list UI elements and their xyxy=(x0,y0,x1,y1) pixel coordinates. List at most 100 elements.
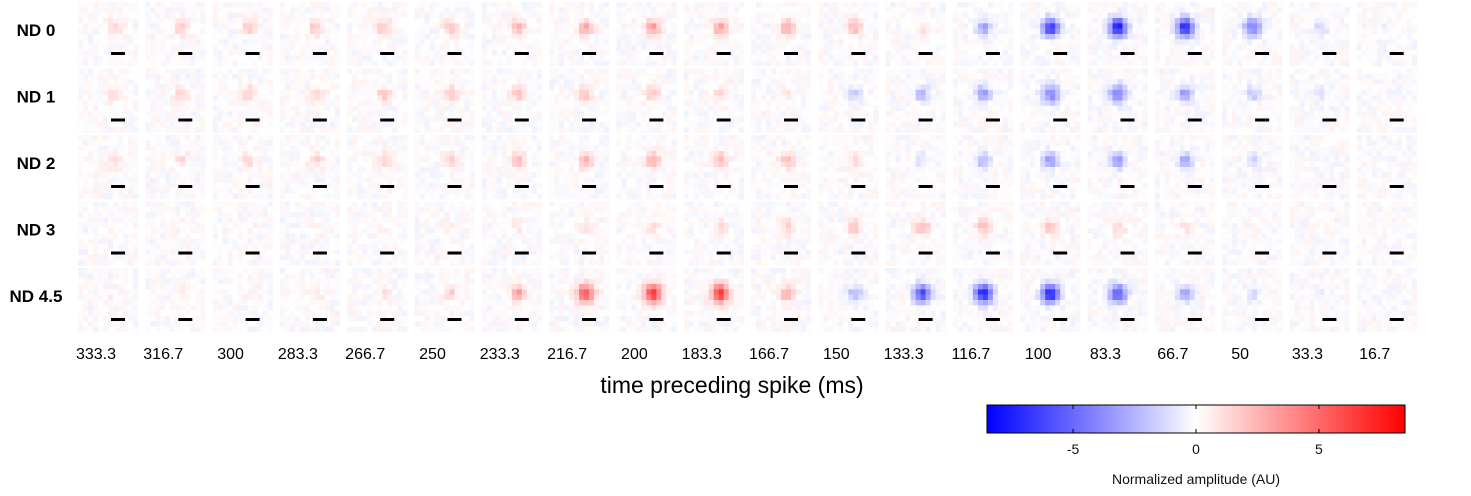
heatmap-cell xyxy=(1367,2,1372,8)
heatmap-cell xyxy=(402,69,407,75)
heatmap-cell xyxy=(522,111,527,117)
heatmap-cell xyxy=(300,7,305,13)
heatmap-cell xyxy=(165,95,170,101)
heatmap-cell xyxy=(300,95,305,101)
heatmap-cell xyxy=(1267,61,1272,67)
heatmap-cell xyxy=(347,79,352,85)
heatmap-cell xyxy=(532,61,537,67)
heatmap-cell xyxy=(335,90,340,96)
heatmap-cell xyxy=(537,111,542,117)
heatmap-cell xyxy=(761,61,766,67)
heatmap-cell xyxy=(470,13,475,19)
heatmap-cell xyxy=(113,127,118,133)
heatmap-cell xyxy=(771,13,776,19)
heatmap-cell xyxy=(1397,61,1402,67)
heatmap-cell xyxy=(1160,18,1165,24)
heatmap-cell xyxy=(921,7,926,13)
heatmap-cell xyxy=(170,85,175,91)
heatmap-cell xyxy=(517,127,522,133)
heatmap-cell xyxy=(584,61,589,67)
heatmap-cell xyxy=(88,95,93,101)
heatmap-cell xyxy=(392,106,397,112)
heatmap-cell xyxy=(145,29,150,35)
heatmap-cell xyxy=(554,34,559,40)
heatmap-cell xyxy=(1314,23,1319,29)
heatmap-cell xyxy=(180,2,185,8)
heatmap-cell xyxy=(185,95,190,101)
heatmap-cell xyxy=(392,23,397,29)
heatmap-cell xyxy=(574,69,579,75)
heatmap-cell xyxy=(1372,50,1377,56)
heatmap-cell xyxy=(636,34,641,40)
heatmap-cell xyxy=(1289,45,1294,51)
heatmap-cell xyxy=(1175,13,1180,19)
heatmap-cell xyxy=(968,2,973,8)
heatmap-cell xyxy=(656,7,661,13)
heatmap-cell xyxy=(1329,13,1334,19)
heatmap-cell xyxy=(517,2,522,8)
heatmap-cell xyxy=(1123,45,1128,51)
heatmap-cell xyxy=(661,23,666,29)
heatmap-cell xyxy=(123,90,128,96)
heatmap-cell xyxy=(415,50,420,56)
heatmap-cell xyxy=(828,55,833,61)
heatmap-cell xyxy=(599,34,604,40)
heatmap-cell xyxy=(584,2,589,8)
heatmap-cell xyxy=(372,2,377,8)
heatmap-cell xyxy=(549,23,554,29)
heatmap-cell xyxy=(218,122,223,128)
heatmap-cell xyxy=(1118,2,1123,8)
heatmap-cell xyxy=(838,13,843,19)
scale-bar xyxy=(919,52,933,55)
heatmap-cell xyxy=(280,45,285,51)
heatmap-cell xyxy=(362,74,367,80)
heatmap-cell xyxy=(532,101,537,107)
heatmap-cell xyxy=(756,18,761,24)
heatmap-cell xyxy=(190,111,195,117)
heatmap-cell xyxy=(771,7,776,13)
heatmap-cell xyxy=(228,74,233,80)
heatmap-cell xyxy=(497,101,502,107)
heatmap-cell xyxy=(1392,61,1397,67)
heatmap-cell xyxy=(263,45,268,51)
heatmap-cell xyxy=(1252,29,1257,35)
heatmap-cell xyxy=(165,23,170,29)
heatmap-cell xyxy=(796,29,801,35)
heatmap-cell xyxy=(589,18,594,24)
heatmap-cell xyxy=(978,45,983,51)
heatmap-cell xyxy=(1407,23,1412,29)
heatmap-cell xyxy=(1055,2,1060,8)
heatmap-cell xyxy=(1377,55,1382,61)
heatmap-cell xyxy=(300,85,305,91)
heatmap-cell xyxy=(699,34,704,40)
heatmap-cell xyxy=(786,7,791,13)
heatmap-cell xyxy=(160,55,165,61)
heatmap-cell xyxy=(1377,7,1382,13)
heatmap-cell xyxy=(155,127,160,133)
heatmap-cell xyxy=(1324,29,1329,35)
heatmap-cell xyxy=(310,34,315,40)
heatmap-cell xyxy=(392,122,397,128)
heatmap-cell xyxy=(280,79,285,85)
heatmap-cell xyxy=(108,7,113,13)
heatmap-cell xyxy=(756,29,761,35)
heatmap-cell xyxy=(1319,55,1324,61)
heatmap-cell xyxy=(512,85,517,91)
heatmap-cell xyxy=(968,34,973,40)
heatmap-cell xyxy=(1407,29,1412,35)
heatmap-cell xyxy=(1402,23,1407,29)
heatmap-cell xyxy=(1190,61,1195,67)
heatmap-cell xyxy=(263,13,268,19)
heatmap-cell xyxy=(941,39,946,45)
heatmap-cell xyxy=(1392,45,1397,51)
heatmap-cell xyxy=(268,61,273,67)
heatmap-cell xyxy=(465,106,470,112)
heatmap-cell xyxy=(616,18,621,24)
heatmap-cell xyxy=(1103,50,1108,56)
heatmap-cell xyxy=(724,55,729,61)
scale-bar xyxy=(380,119,394,122)
heatmap-cell xyxy=(549,39,554,45)
heatmap-cell xyxy=(522,34,527,40)
heatmap-cell xyxy=(258,23,263,29)
heatmap-cell xyxy=(268,101,273,107)
